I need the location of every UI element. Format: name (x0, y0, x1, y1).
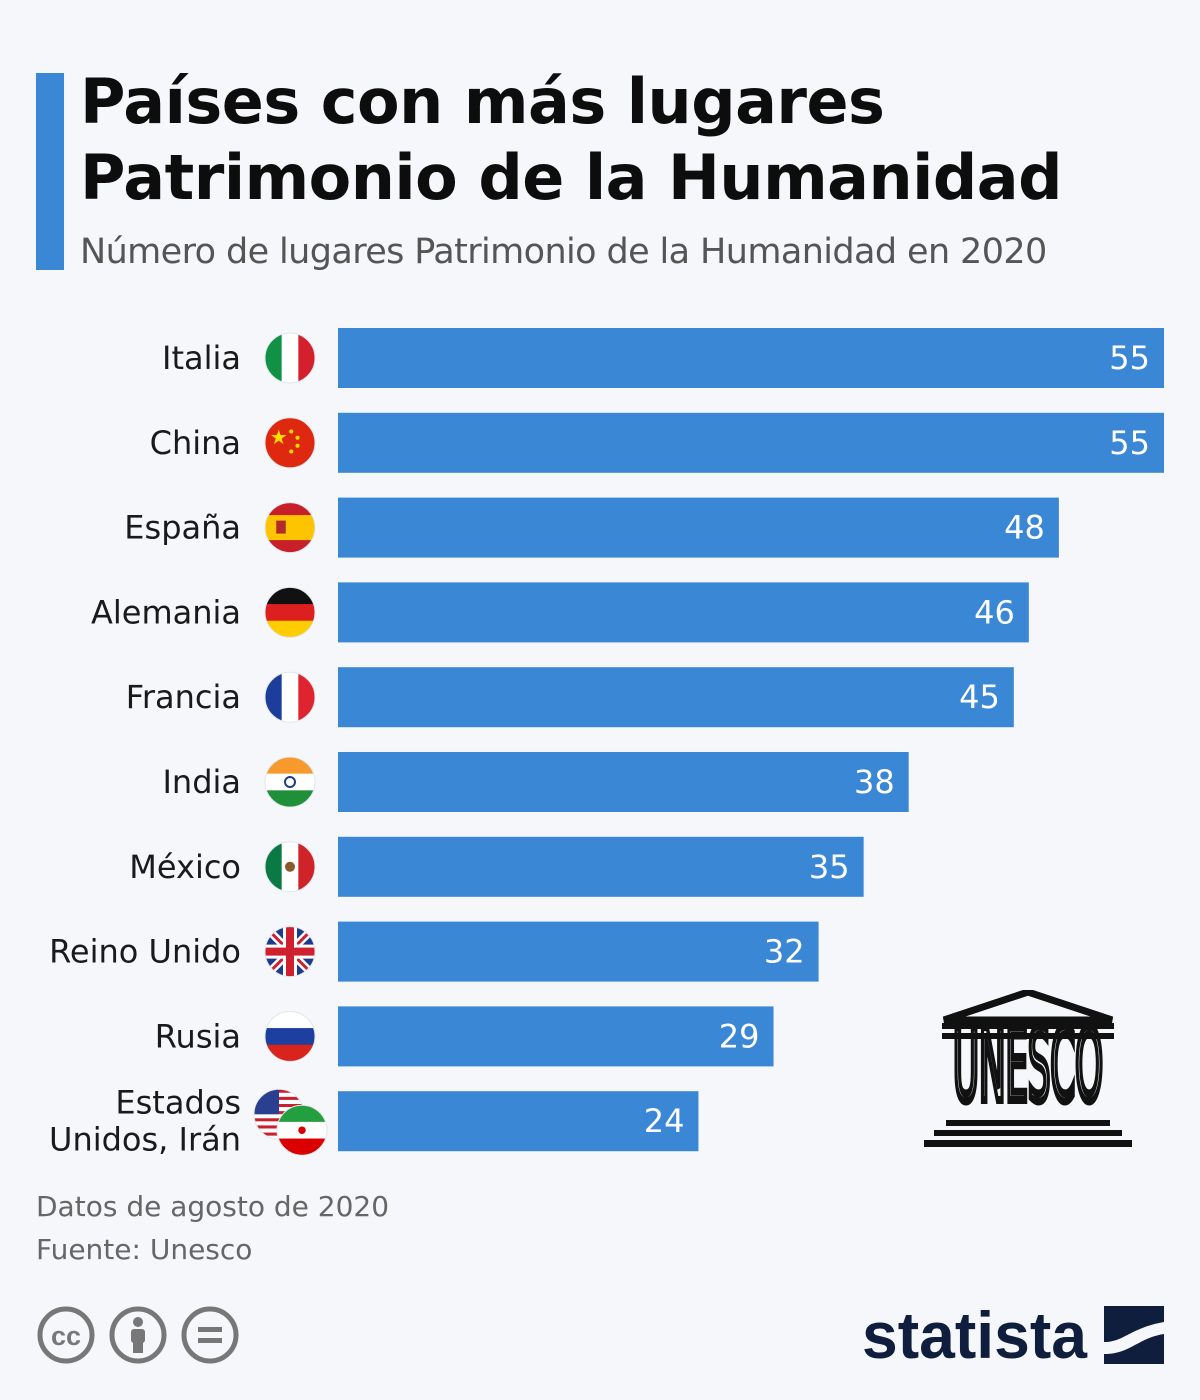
bar (338, 752, 909, 812)
bar (338, 921, 819, 982)
bar-value-label: 55 (1109, 424, 1150, 462)
category-label: Italia (162, 339, 241, 377)
uk-flag-icon (264, 926, 316, 978)
category-label: Estados Unidos, Irán (49, 1084, 241, 1159)
statista-logo: statista (862, 1298, 1164, 1372)
person-icon (109, 1306, 167, 1364)
bar-value-label: 38 (854, 763, 895, 801)
title-accent-bar (36, 73, 64, 270)
category-label: Reino Unido (49, 933, 241, 971)
category-label: México (129, 848, 241, 886)
russia-flag-icon (264, 1010, 316, 1062)
bar (338, 1091, 699, 1152)
category-label: España (124, 509, 241, 547)
bar-value-label: 29 (719, 1017, 760, 1055)
chart-title: Países con más lugares Patrimonio de la … (80, 65, 1063, 214)
category-label: Alemania (91, 593, 241, 631)
unesco-logo-text: UNESCO (953, 1008, 1103, 1124)
bar-value-label: 46 (974, 593, 1015, 631)
bar (338, 582, 1029, 643)
bar-value-label: 45 (959, 678, 1000, 716)
statista-mark-icon (1104, 1306, 1164, 1364)
unesco-logo: UNESCO (924, 990, 1132, 1147)
chart-subtitle: Número de lugares Patrimonio de la Human… (80, 232, 1047, 272)
category-label: Rusia (155, 1017, 241, 1055)
license-icons: cc (37, 1306, 239, 1364)
bar-value-label: 32 (764, 933, 805, 971)
italy-flag-icon (264, 332, 316, 384)
bar-value-label: 24 (644, 1102, 685, 1140)
svg-text:cc: cc (51, 1321, 81, 1351)
svg-text:★: ★ (270, 425, 288, 449)
usa-iran-flag-icon (253, 1088, 328, 1156)
source-note: Fuente: Unesco (36, 1233, 253, 1266)
bar (338, 412, 1164, 473)
spain-flag-icon (264, 502, 316, 554)
bar-value-label: 55 (1109, 339, 1150, 377)
category-label: Francia (126, 678, 241, 716)
bar (338, 328, 1164, 388)
category-label: China (150, 424, 241, 462)
bar-value-label: 35 (809, 848, 850, 886)
germany-flag-icon (264, 586, 316, 638)
cc-icon: cc (37, 1306, 95, 1364)
data-note: Datos de agosto de 2020 (36, 1190, 390, 1223)
india-flag-icon (264, 756, 316, 808)
bar-value-label: 48 (1004, 509, 1045, 547)
bar (338, 667, 1014, 728)
statista-brand-text: statista (862, 1298, 1088, 1372)
bar-chart: Italia 55 China ★ 55 España 48 Alemania 46 Franci… (49, 328, 1164, 1159)
france-flag-icon (264, 671, 316, 723)
bar (338, 836, 864, 897)
category-label: India (162, 763, 241, 801)
bar (338, 497, 1059, 558)
china-flag-icon: ★ (264, 417, 316, 469)
equals-icon (181, 1306, 239, 1364)
mexico-flag-icon (264, 841, 316, 893)
bar (338, 1006, 774, 1067)
